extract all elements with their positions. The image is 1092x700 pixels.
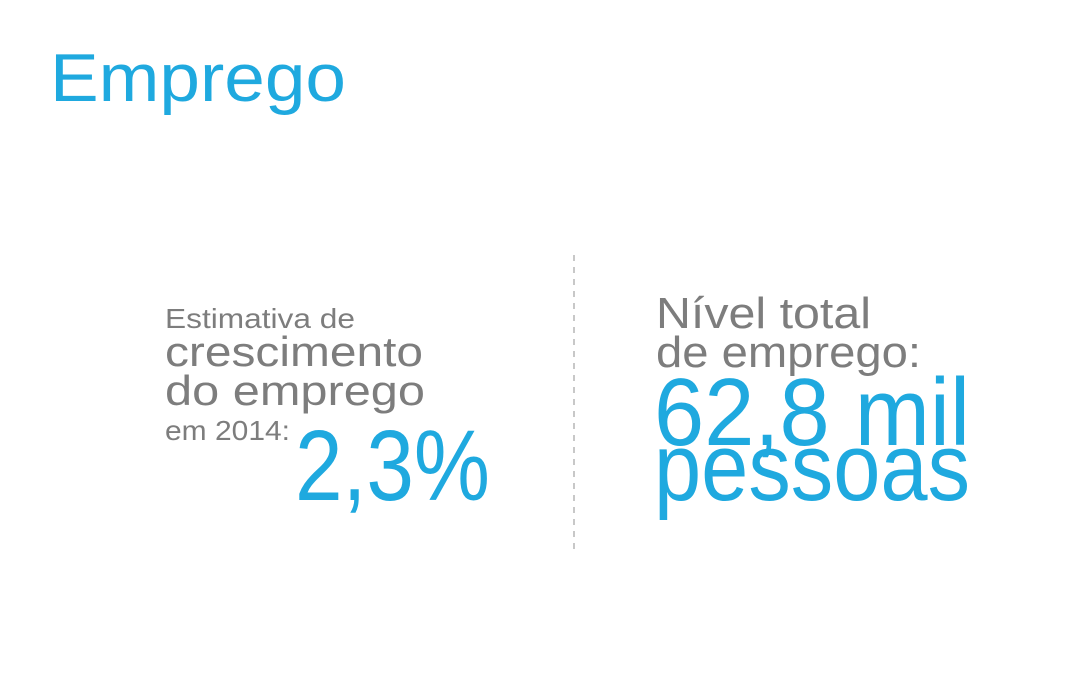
- left-line: em 2014:: [165, 415, 290, 446]
- left-value: 2,3%: [295, 410, 490, 522]
- right-line: de emprego:: [656, 328, 921, 377]
- left-line: Estimativa de: [165, 303, 355, 334]
- right-value: 62,8 mil: [654, 359, 970, 466]
- right-line: Nível total: [656, 289, 871, 338]
- left-line: crescimento: [165, 328, 423, 375]
- left-line: do emprego: [165, 367, 425, 414]
- title: Emprego: [50, 40, 346, 116]
- right-value: pessoas: [654, 414, 970, 521]
